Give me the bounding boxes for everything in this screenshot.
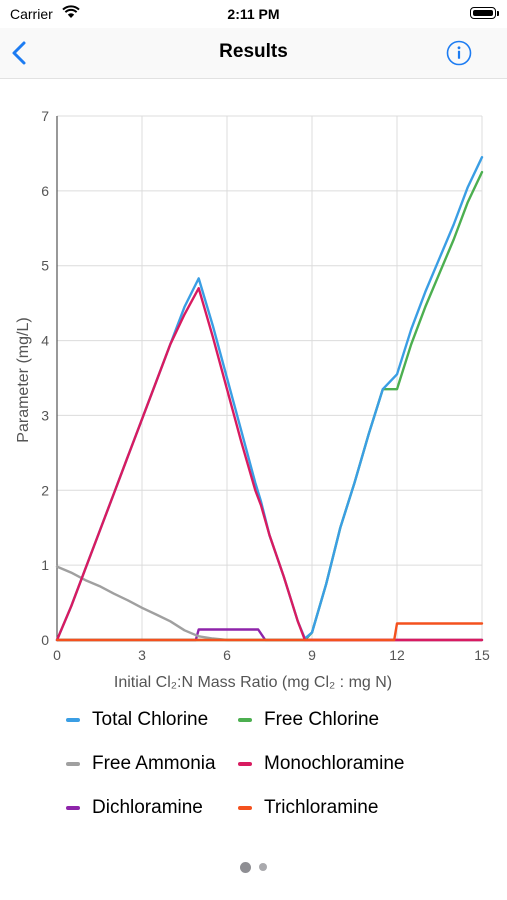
x-tick-label: 3 xyxy=(138,647,146,663)
chart-axes xyxy=(56,116,482,641)
legend-swatch xyxy=(66,806,80,810)
x-axis-label: Initial Cl₂:N Mass Ratio (mg Cl₂ : mg N) xyxy=(114,674,392,691)
x-tick-label: 15 xyxy=(474,647,490,663)
y-axis-label: Parameter (mg/L) xyxy=(15,317,32,442)
status-time: 2:11 PM xyxy=(227,6,280,22)
x-tick-label: 12 xyxy=(389,647,405,663)
series-line-free-ammonia xyxy=(55,565,484,642)
y-tick-label: 0 xyxy=(41,632,49,648)
x-tick-label: 0 xyxy=(53,647,61,663)
legend-swatch xyxy=(66,718,80,722)
back-chevron-icon[interactable] xyxy=(6,36,36,70)
legend-label: Dichloramine xyxy=(92,797,203,818)
legend-label: Total Chlorine xyxy=(92,709,209,730)
legend-item-monochloramine[interactable]: Monochloramine xyxy=(238,752,404,776)
wifi-icon xyxy=(62,5,80,18)
legend-swatch xyxy=(238,718,252,722)
y-tick-label: 2 xyxy=(41,482,49,498)
y-tick-label: 3 xyxy=(41,407,49,423)
page-dot-current[interactable] xyxy=(240,861,251,873)
page-dot[interactable] xyxy=(259,863,267,871)
series-line-total-chlorine xyxy=(55,155,484,642)
series-line-trichloramine xyxy=(55,622,484,642)
y-tick-label: 7 xyxy=(41,108,49,124)
y-tick-label: 5 xyxy=(41,258,49,274)
legend-swatch xyxy=(238,762,252,766)
info-icon[interactable] xyxy=(446,40,472,66)
carrier-label: Carrier xyxy=(10,6,53,22)
y-tick-label: 4 xyxy=(41,333,49,349)
legend-label: Monochloramine xyxy=(264,753,405,774)
legend-label: Trichloramine xyxy=(264,797,379,818)
series-line-dichloramine xyxy=(55,628,484,642)
chart-series xyxy=(55,155,484,642)
legend-swatch xyxy=(238,806,252,810)
x-tick-label: 6 xyxy=(223,647,231,663)
legend-item-total-chlorine[interactable]: Total Chlorine xyxy=(66,708,208,732)
status-bar: Carrier 2:11 PM xyxy=(0,0,507,28)
y-tick-label: 1 xyxy=(41,557,49,573)
page-title: Results xyxy=(219,41,288,62)
legend-label: Free Chlorine xyxy=(264,709,380,730)
battery-cap xyxy=(497,11,499,16)
legend-item-free-chlorine[interactable]: Free Chlorine xyxy=(238,708,379,732)
series-line-monochloramine xyxy=(55,286,484,642)
series-line-free-chlorine xyxy=(55,170,484,642)
navigation-bar: Results xyxy=(0,28,507,79)
page-control[interactable] xyxy=(0,861,507,873)
legend-item-trichloramine[interactable]: Trichloramine xyxy=(238,796,378,820)
y-tick-label: 6 xyxy=(41,183,49,199)
legend-swatch xyxy=(66,762,80,766)
legend-label: Free Ammonia xyxy=(92,753,216,774)
legend-item-free-ammonia[interactable]: Free Ammonia xyxy=(66,752,216,776)
legend-item-dichloramine[interactable]: Dichloramine xyxy=(66,796,203,820)
chart-grid xyxy=(57,115,483,640)
battery-icon xyxy=(470,7,496,19)
x-tick-label: 9 xyxy=(308,647,316,663)
